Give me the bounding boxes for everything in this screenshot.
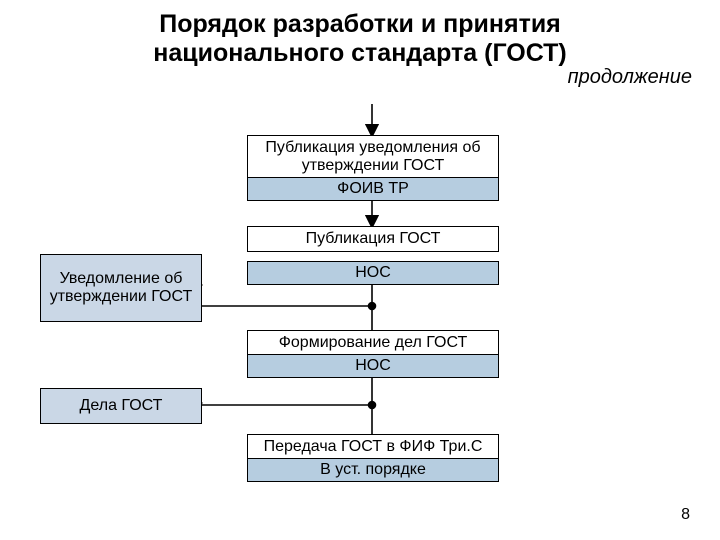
side-text: Уведомление об утверждении ГОСТ	[43, 270, 199, 307]
step-box-publication-gost: Публикация ГОСТ	[247, 226, 499, 252]
step-sub-nos-1: НОС	[247, 261, 499, 285]
step-sub-order: В уст. порядке	[247, 458, 499, 482]
step-sub-text: ФОИВ ТР	[337, 180, 409, 198]
page-number: 8	[681, 506, 690, 524]
page-title: Порядок разработки и принятия национальн…	[0, 10, 720, 68]
step-text: Публикация ГОСТ	[306, 230, 441, 248]
step-sub-text: НОС	[355, 357, 391, 375]
step-box-transfer-fif: Передача ГОСТ в ФИФ Три.С	[247, 434, 499, 460]
step-text: Формирование дел ГОСТ	[279, 334, 468, 352]
side-box-gost-files: Дела ГОСТ	[40, 388, 202, 424]
title-line-2: национального стандарта (ГОСТ)	[153, 39, 567, 67]
step-sub-foiv: ФОИВ ТР	[247, 177, 499, 201]
step-sub-text: НОС	[355, 264, 391, 282]
step-text: Передача ГОСТ в ФИФ Три.С	[264, 438, 483, 456]
step-text: Публикация уведомления об утверждении ГО…	[248, 139, 498, 176]
title-line-1: Порядок разработки и принятия	[159, 10, 561, 38]
step-sub-nos-2: НОС	[247, 354, 499, 378]
side-box-approval-notice: Уведомление об утверждении ГОСТ	[40, 254, 202, 322]
subtitle: продолжение	[568, 66, 692, 89]
step-box-publication-notice: Публикация уведомления об утверждении ГО…	[247, 135, 499, 179]
step-box-forming-files: Формирование дел ГОСТ	[247, 330, 499, 356]
step-sub-text: В уст. порядке	[320, 461, 426, 479]
side-text: Дела ГОСТ	[80, 397, 163, 415]
